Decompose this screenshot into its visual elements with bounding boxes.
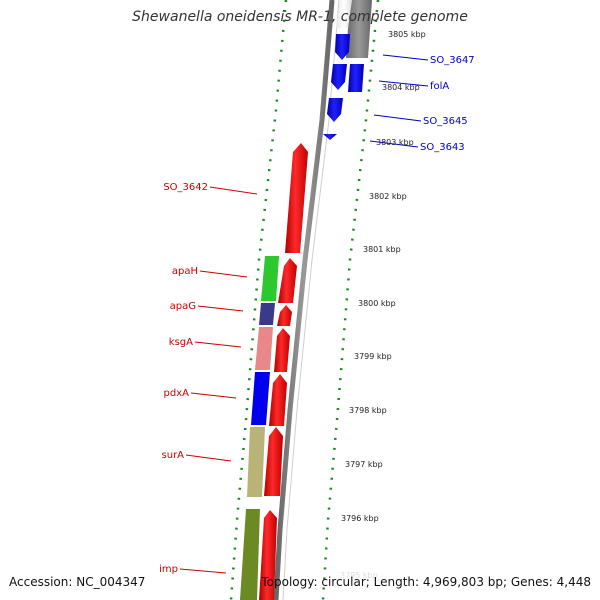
gene-ksgA[interactable] (274, 328, 290, 372)
cog-segment-apaG (259, 303, 275, 325)
tick-label: 3802 kbp (369, 192, 407, 201)
gene-label-leader (369, 140, 419, 148)
map-title: Shewanella oneidensis MR-1, complete gen… (132, 9, 468, 25)
gene-label-leader (185, 454, 232, 462)
tick-label: 3805 kbp (388, 30, 426, 39)
gene-label-apaH[interactable]: apaH (172, 266, 198, 277)
genome-backbone (273, 0, 335, 600)
gene-SO_3643[interactable] (323, 134, 337, 140)
gene-pdxA[interactable] (269, 374, 287, 426)
gene-label-folA[interactable]: folA (430, 81, 449, 92)
gene-label-imp[interactable]: imp (159, 564, 178, 575)
gene-SO_3647[interactable] (335, 34, 350, 60)
tick-labels: 3805 kbp 3804 kbp 3803 kbp 3802 kbp 3801 kbp… (340, 30, 426, 580)
gene-surA[interactable] (264, 427, 283, 496)
gene-label-leader (382, 54, 429, 61)
tick-label: 3799 kbp (354, 352, 392, 361)
gene-label-leader (190, 392, 237, 399)
gene-label-leader (197, 305, 244, 312)
gene-SO_3644[interactable] (327, 98, 343, 122)
gene-label-SO_3642[interactable]: SO_3642 (163, 182, 208, 193)
tick-label: 3797 kbp (345, 460, 383, 469)
gene-labels: SO_3647 folA SO_3645 SO_3643 SO_3642 apaH apaG… (159, 54, 475, 575)
tick-label: 3798 kbp (349, 406, 387, 415)
cog-segment-surA (247, 427, 265, 497)
gene-label-SO_3643[interactable]: SO_3643 (420, 142, 465, 153)
cog-segment-apaH (261, 256, 279, 301)
left-dotted-track (229, 0, 288, 600)
tick-label: 3800 kbp (358, 299, 396, 308)
gene-label-leader (199, 270, 248, 278)
gene-label-leader (194, 341, 242, 348)
gc-skew-segment-white (336, 0, 352, 28)
tick-label: 3803 kbp (376, 138, 414, 147)
gene-folA[interactable] (348, 64, 364, 92)
cog-segment-imp (240, 509, 260, 600)
gene-label-surA[interactable]: surA (162, 450, 185, 461)
tick-label: 3804 kbp (382, 83, 420, 92)
gene-label-SO_3645[interactable]: SO_3645 (423, 116, 468, 127)
gene-label-leader (209, 186, 258, 195)
gene-SO_3642[interactable] (285, 143, 308, 253)
gene-label-apaG[interactable]: apaG (170, 301, 196, 312)
gene-apaH[interactable] (278, 258, 297, 303)
tick-label: 3801 kbp (363, 245, 401, 254)
tick-label: 3796 kbp (341, 514, 379, 523)
gene-label-ksgA[interactable]: ksgA (169, 337, 193, 348)
plus-strand-genes (259, 143, 308, 600)
gene-label-leader (378, 80, 429, 87)
gene-label-leader (373, 114, 422, 122)
gene-label-SO_3647[interactable]: SO_3647 (430, 55, 475, 66)
right-dotted-track (321, 0, 380, 600)
accession-label: Accession: NC_004347 (9, 575, 146, 589)
cog-track (240, 256, 279, 600)
gene-apaG[interactable] (277, 305, 292, 326)
gene-label-leader (179, 568, 227, 574)
tick-label: 3795 kbp (340, 571, 378, 580)
gene-label-pdxA[interactable]: pdxA (164, 388, 190, 399)
topology-label: Topology: circular; Length: 4,969,803 bp… (261, 575, 591, 589)
cog-segment-pdxA (251, 372, 270, 425)
minus-strand-genes (323, 34, 364, 140)
gene-imp[interactable] (259, 510, 277, 600)
cog-segment-ksgA (255, 327, 273, 370)
gc-skew-segment-gray (346, 0, 372, 58)
gene-SO_3645[interactable] (331, 64, 347, 90)
